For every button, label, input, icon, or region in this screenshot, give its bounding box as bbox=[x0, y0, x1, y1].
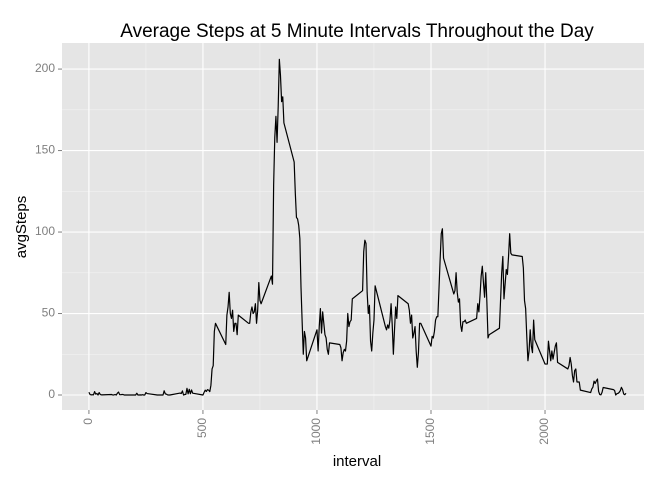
y-axis-title: avgSteps bbox=[13, 196, 30, 259]
x-tick-label: 500 bbox=[195, 418, 209, 438]
plot-panel bbox=[62, 43, 644, 410]
y-tick-label: 100 bbox=[35, 224, 55, 238]
x-tick-label: 1500 bbox=[423, 418, 437, 445]
y-tick-label: 0 bbox=[48, 387, 55, 401]
data-line bbox=[88, 58, 627, 396]
y-tick-label: 150 bbox=[35, 143, 55, 157]
x-tick-label: 0 bbox=[81, 418, 95, 425]
x-axis-title: interval bbox=[333, 453, 381, 470]
x-tick-label: 1000 bbox=[309, 418, 323, 445]
x-tick-label: 2000 bbox=[537, 418, 551, 445]
y-tick-label: 200 bbox=[35, 61, 55, 75]
chart-title: Average Steps at 5 Minute Intervals Thro… bbox=[120, 21, 594, 42]
y-tick-label: 50 bbox=[42, 306, 56, 320]
